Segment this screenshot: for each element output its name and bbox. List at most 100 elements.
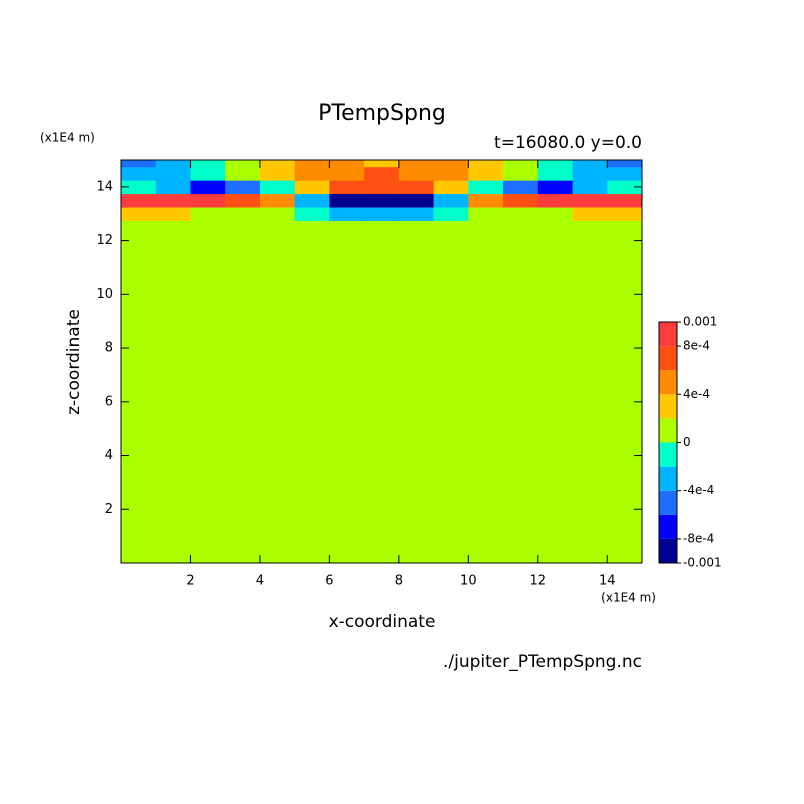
y-tick-label: 8 xyxy=(105,341,113,356)
y-unit: (x1E4 m) xyxy=(40,131,95,145)
colorbar-bin xyxy=(659,394,677,419)
colorbar-tick-label: 0 xyxy=(683,435,691,449)
plot-frame xyxy=(120,159,643,564)
contour-cell xyxy=(537,180,574,195)
contour-cell xyxy=(607,160,643,168)
contour-cell xyxy=(259,207,296,221)
y-tick-label: 12 xyxy=(96,233,113,248)
contour-cell xyxy=(225,166,261,181)
contour-cell xyxy=(572,220,608,564)
contour-cell xyxy=(155,160,191,168)
contour-cell xyxy=(121,193,157,208)
contour-cell xyxy=(121,207,157,221)
contour-cell xyxy=(607,220,643,564)
contour-cell xyxy=(329,193,365,208)
contour-cell xyxy=(398,160,435,168)
colorbar-tick-label: -8e-4 xyxy=(683,531,714,545)
contour-cell xyxy=(537,166,574,181)
contour-cell xyxy=(121,220,157,564)
contour-cell xyxy=(329,180,365,195)
contour-cell xyxy=(398,166,435,181)
contour-cell xyxy=(259,160,296,168)
colorbar-bin xyxy=(659,346,677,371)
x-tick-label: 10 xyxy=(460,574,477,589)
contour-cell xyxy=(294,207,330,221)
y-tick-label: 2 xyxy=(105,502,113,517)
contour-cell xyxy=(294,166,330,181)
contour-cell xyxy=(364,193,400,208)
colorbar-tick-label: 0.001 xyxy=(683,315,717,329)
contour-cell xyxy=(294,160,330,168)
contour-cell xyxy=(294,220,330,564)
contour-cell xyxy=(329,207,365,221)
contour-cell xyxy=(225,193,261,208)
contour-cell xyxy=(155,166,191,181)
contour-cell xyxy=(364,220,400,564)
contour-cell xyxy=(121,160,157,168)
x-tick-label: 8 xyxy=(395,574,403,589)
contour-cell xyxy=(433,180,469,195)
contour-cell xyxy=(503,207,539,221)
contour-cell xyxy=(364,180,400,195)
contour-cell xyxy=(364,160,400,168)
contour-cell xyxy=(607,193,643,208)
x-tick-label: 6 xyxy=(325,574,333,589)
contour-cell xyxy=(572,180,608,195)
contour-cell xyxy=(572,207,608,221)
contour-cell xyxy=(225,180,261,195)
contour-cell xyxy=(468,180,504,195)
contour-cell xyxy=(364,166,400,181)
contour-cell xyxy=(572,193,608,208)
contour-cell xyxy=(364,207,400,221)
contour-cell xyxy=(155,207,191,221)
y-tick-label: 14 xyxy=(96,179,113,194)
y-tick-label: 10 xyxy=(96,287,113,302)
contour-cell xyxy=(155,220,191,564)
colorbar-tick-label: 8e-4 xyxy=(683,339,710,353)
chart-title: PTempSpng xyxy=(318,101,446,126)
colorbar-bin xyxy=(659,418,677,443)
contour-cell xyxy=(121,180,157,195)
contour-cell xyxy=(190,207,226,221)
contour-cell xyxy=(190,180,226,195)
contour-cell xyxy=(468,160,504,168)
chart-subtitle: t=16080.0 y=0.0 xyxy=(494,133,642,153)
contour-cell xyxy=(259,166,296,181)
colorbar-bin xyxy=(659,370,677,395)
colorbar-tick-label: -4e-4 xyxy=(683,483,714,497)
contour-cell xyxy=(468,166,504,181)
contour-cell xyxy=(190,160,226,168)
contour-cell xyxy=(398,207,435,221)
contour-cell xyxy=(503,166,539,181)
contour-cell xyxy=(537,193,574,208)
contour-cell xyxy=(329,166,365,181)
contour-cell xyxy=(433,160,469,168)
contour-cell xyxy=(121,166,157,181)
colorbar-bin xyxy=(659,442,677,467)
contour-cell xyxy=(537,220,574,564)
colorbar-tick-label: 4e-4 xyxy=(683,387,710,401)
contour-cell xyxy=(572,166,608,181)
contour-cell xyxy=(503,220,539,564)
contour-cell xyxy=(433,207,469,221)
contour-cell xyxy=(225,207,261,221)
contour-cell xyxy=(225,160,261,168)
contour-cell xyxy=(225,220,261,564)
contour-cell xyxy=(294,193,330,208)
x-tick-label: 4 xyxy=(256,574,264,589)
contour-cell xyxy=(155,180,191,195)
contour-cell xyxy=(468,207,504,221)
contour-cell xyxy=(572,160,608,168)
y-tick-label: 6 xyxy=(105,394,113,409)
contour-cell xyxy=(329,160,365,168)
contour-cell xyxy=(433,166,469,181)
contour-cell xyxy=(607,207,643,221)
contour-cell xyxy=(398,180,435,195)
contour-cell xyxy=(329,220,365,564)
x-axis-label: x-coordinate xyxy=(329,612,436,632)
contour-cell xyxy=(607,166,643,181)
contour-cell xyxy=(468,220,504,564)
x-tick-label: 2 xyxy=(186,574,194,589)
contour-cell xyxy=(190,193,226,208)
x-tick-label: 12 xyxy=(530,574,547,589)
